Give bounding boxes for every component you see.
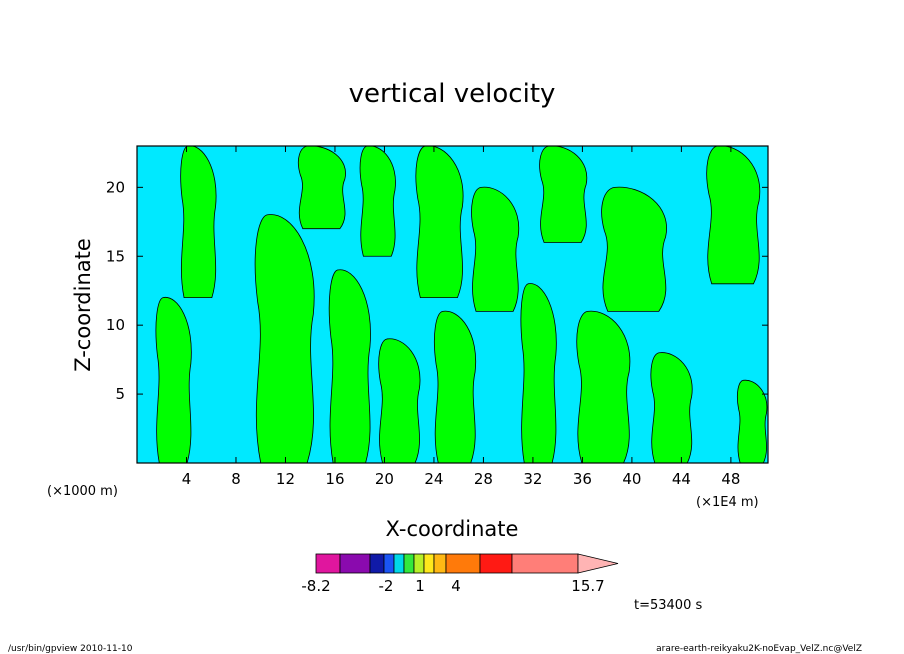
x-tick-label: 16 <box>325 470 344 488</box>
x-tick-label: 48 <box>721 470 740 488</box>
positive-region-2 <box>254 214 315 463</box>
x-tick-label: 12 <box>276 470 295 488</box>
colorbar-segment <box>383 553 395 574</box>
colorbar-segment <box>479 553 513 574</box>
colorbar-tick-label: 4 <box>451 577 461 595</box>
y-tick-label: 10 <box>106 316 125 334</box>
y-axis: 5 10 15 20 <box>106 178 768 403</box>
x-unit-left: (×1000 m) <box>47 484 118 499</box>
colorbar-segment <box>403 553 415 574</box>
colorbar-segment <box>393 553 405 574</box>
positive-region-8 <box>433 310 477 463</box>
y-tick-label: 20 <box>106 178 125 196</box>
colorbar-tick-label: 15.7 <box>571 577 604 595</box>
chart-title: vertical velocity <box>349 79 556 109</box>
contour-field <box>155 146 768 463</box>
positive-region-4 <box>328 269 371 463</box>
positive-region-3 <box>297 146 346 230</box>
x-axis-label: X-coordinate <box>386 517 519 541</box>
positive-region-10 <box>520 283 557 463</box>
positive-region-9 <box>471 186 520 312</box>
plot-area <box>136 145 769 464</box>
footer-left: /usr/bin/gpview 2010-11-10 <box>8 644 133 654</box>
x-tick-label: 24 <box>424 470 443 488</box>
colorbar-segment <box>423 553 435 574</box>
y-tick-label: 5 <box>115 385 125 403</box>
x-tick-label: 32 <box>523 470 542 488</box>
positive-region-13 <box>601 186 667 312</box>
colorbar <box>315 553 619 574</box>
x-tick-label: 8 <box>231 470 241 488</box>
positive-region-1 <box>180 146 217 299</box>
plot-frame <box>136 145 769 464</box>
x-tick-label: 20 <box>375 470 394 488</box>
x-tick-label: 28 <box>474 470 493 488</box>
colorbar-segment <box>413 553 425 574</box>
x-axis: 4 8 12 16 20 24 28 32 36 40 44 48 <box>182 146 740 488</box>
colorbar-tick-label: 1 <box>415 577 425 595</box>
colorbar-tick-label: -2 <box>379 577 394 595</box>
positive-region-12 <box>576 310 631 463</box>
colorbar-segment <box>511 553 579 574</box>
colorbar-segment <box>445 553 481 574</box>
colorbar-segment <box>339 553 371 574</box>
footer-right: arare-earth-reikyaku2K-noEvap_VelZ.nc@Ve… <box>656 644 862 654</box>
colorbar-ticks: -8.2 -2 1 4 15.7 <box>301 577 604 595</box>
colorbar-tick-label: -8.2 <box>301 577 330 595</box>
positive-region-16 <box>736 379 768 463</box>
positive-region-0 <box>155 297 192 463</box>
y-tick-label: 15 <box>106 247 125 265</box>
colorbar-arrow <box>577 553 619 574</box>
time-label: t=53400 s <box>634 598 702 613</box>
x-tick-label: 40 <box>622 470 641 488</box>
positive-region-11 <box>539 146 588 243</box>
positive-region-5 <box>359 146 396 257</box>
y-axis-label: Z-coordinate <box>71 238 95 372</box>
x-tick-label: 44 <box>672 470 691 488</box>
positive-region-14 <box>650 352 693 463</box>
colorbar-segment <box>315 553 341 574</box>
positive-region-7 <box>415 146 464 299</box>
colorbar-segment <box>369 553 385 574</box>
positive-region-6 <box>378 338 421 463</box>
positive-region-15 <box>706 146 761 285</box>
x-tick-label: 4 <box>182 470 192 488</box>
colorbar-segment <box>433 553 447 574</box>
x-tick-label: 36 <box>573 470 592 488</box>
x-unit-right: (×1E4 m) <box>696 495 759 510</box>
